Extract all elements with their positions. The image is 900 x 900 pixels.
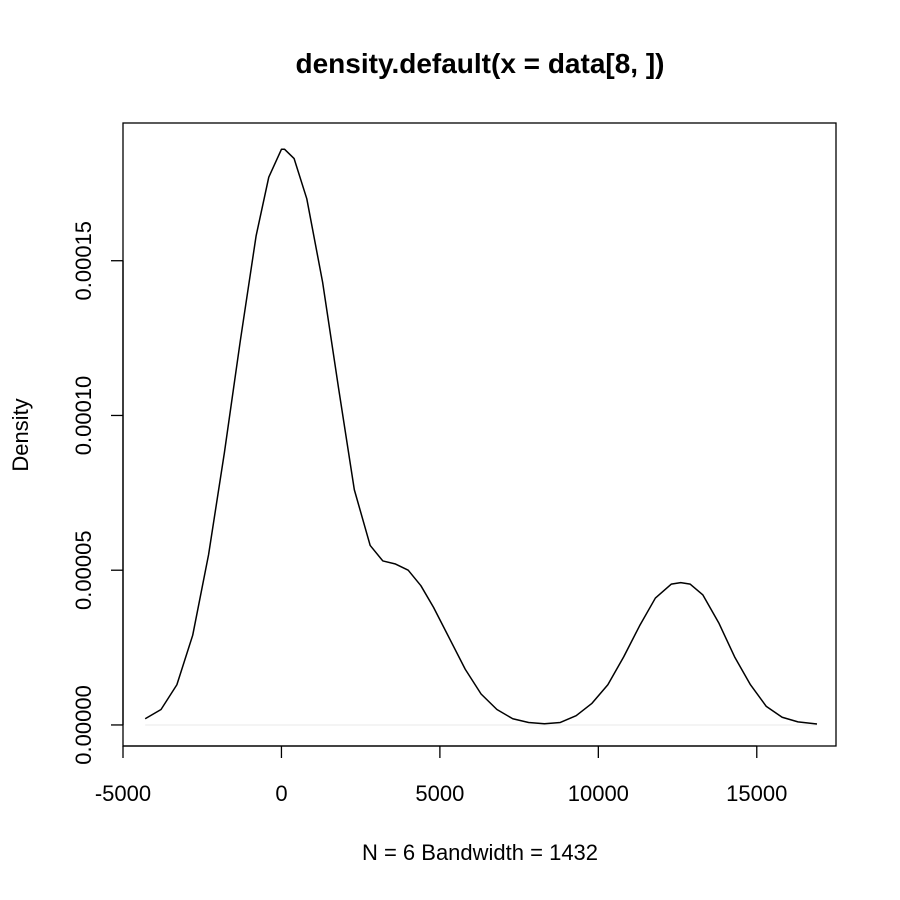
y-tick-label: 0.00015 — [71, 221, 96, 301]
x-axis: -5000 0 5000 10000 15000 — [95, 745, 787, 806]
x-tick-label: -5000 — [95, 781, 151, 806]
x-tick-label: 5000 — [415, 781, 464, 806]
plot-frame — [122, 122, 837, 747]
y-tick-label: 0.00000 — [71, 685, 96, 765]
chart-title: density.default(x = data[8, ]) — [296, 48, 665, 79]
y-axis-label: Density — [8, 398, 33, 471]
x-tick-label: 10000 — [568, 781, 629, 806]
y-axis: 0.00000 0.00005 0.00010 0.00015 — [71, 221, 124, 765]
x-axis-label: N = 6 Bandwidth = 1432 — [362, 840, 598, 865]
x-tick-label: 0 — [275, 781, 287, 806]
y-tick-label: 0.00010 — [71, 376, 96, 456]
x-tick-label: 15000 — [726, 781, 787, 806]
y-tick-label: 0.00005 — [71, 530, 96, 610]
density-curve — [144, 148, 818, 725]
